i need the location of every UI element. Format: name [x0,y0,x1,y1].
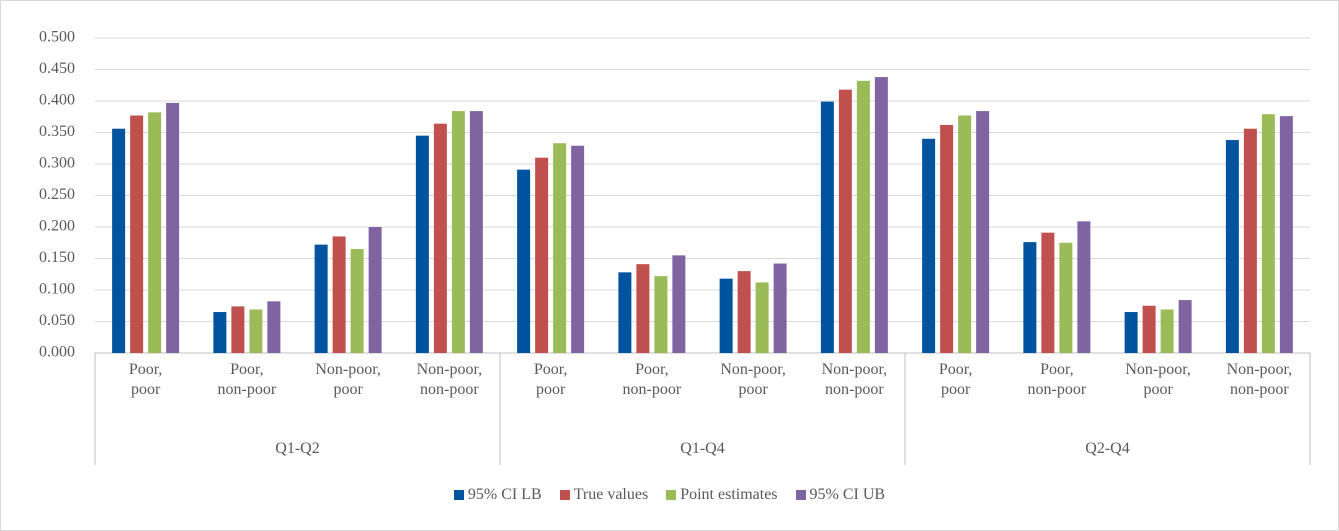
bar [719,278,733,353]
x-tick-label: Poor, poor [128,361,163,398]
bar [1243,128,1257,353]
bar [1142,305,1156,353]
bar [618,272,632,353]
bar [415,135,429,353]
y-tick-label: 0.100 [39,281,75,298]
bar [350,249,364,353]
legend-swatch [795,490,806,500]
bar [249,309,263,353]
bar [940,124,954,353]
y-tick-label: 0.400 [39,92,75,109]
legend-swatch [666,490,677,500]
bar [1279,116,1293,354]
bar [1178,300,1192,353]
bar [1225,140,1239,353]
legend-item: 95% CI UB [795,486,886,504]
bar [267,301,281,353]
bar [922,138,936,353]
y-tick-label: 0.200 [39,218,75,235]
y-tick-label: 0.250 [39,186,75,203]
group-label: Q1-Q2 [275,440,320,457]
x-tick-label: Non-poor, non-poor [416,361,483,398]
bar [1041,232,1055,353]
bar [130,115,144,354]
bar [1124,312,1138,353]
legend-swatch [559,490,570,500]
bar [820,101,834,353]
bar [874,77,888,353]
bar [517,169,531,353]
bar [166,102,180,353]
y-tick-label: 0.050 [39,312,75,329]
bar [976,111,990,353]
x-tick-label: Poor, non-poor [1027,361,1087,398]
x-tick-label: Poor, poor [533,361,568,398]
legend: 95% CI LB True values Point estimates 95% C… [0,486,1339,504]
bar [773,263,787,353]
y-tick-label: 0.500 [39,29,75,46]
bar [636,264,650,353]
bar [213,312,227,353]
bar [654,276,668,353]
bar [672,255,686,353]
x-tick-label: Non-poor, poor [720,361,786,398]
group-label: Q2-Q4 [1085,440,1130,457]
bar [958,115,972,354]
legend-swatch [453,490,464,500]
legend-item: 95% CI LB [453,486,542,504]
legend-label: True values [573,486,649,503]
group-label: Q1-Q4 [680,440,725,457]
bar [1023,242,1037,353]
bar [1077,221,1091,353]
bar [856,80,870,353]
x-tick-label: Non-poor, non-poor [821,361,888,398]
bar [148,112,162,353]
x-tick-label: Non-poor, poor [315,361,381,398]
x-tick-label: Non-poor, non-poor [1226,361,1293,398]
y-tick-label: 0.150 [39,249,75,266]
bar [231,306,245,353]
x-tick-label: Poor, non-poor [217,361,277,398]
y-tick-label: 0.350 [39,123,75,140]
bar [1160,309,1174,353]
bar [332,236,346,353]
x-tick-label: Non-poor, poor [1125,361,1191,398]
y-tick-label: 0.300 [39,155,75,172]
bar [112,128,126,353]
bar [469,111,483,353]
bar [838,89,852,353]
bar [1261,114,1275,353]
legend-label: 95% CI LB [467,486,542,503]
x-tick-label: Poor, non-poor [622,361,682,398]
legend-label: Point estimates [680,486,778,503]
bar [314,244,328,353]
bar [433,123,447,354]
bar [553,143,567,353]
y-tick-label: 0.450 [39,60,75,77]
bar [755,282,769,353]
bar [368,227,382,353]
x-tick-label: Poor, poor [938,361,973,398]
bar [571,145,585,353]
bar [1059,242,1073,353]
legend-item: True values [559,486,649,504]
bar [737,271,751,353]
legend-label: 95% CI UB [809,486,886,503]
bar [535,157,549,353]
legend-item: Point estimates [666,486,778,504]
y-tick-label: 0.000 [39,344,75,361]
bar [451,111,465,353]
